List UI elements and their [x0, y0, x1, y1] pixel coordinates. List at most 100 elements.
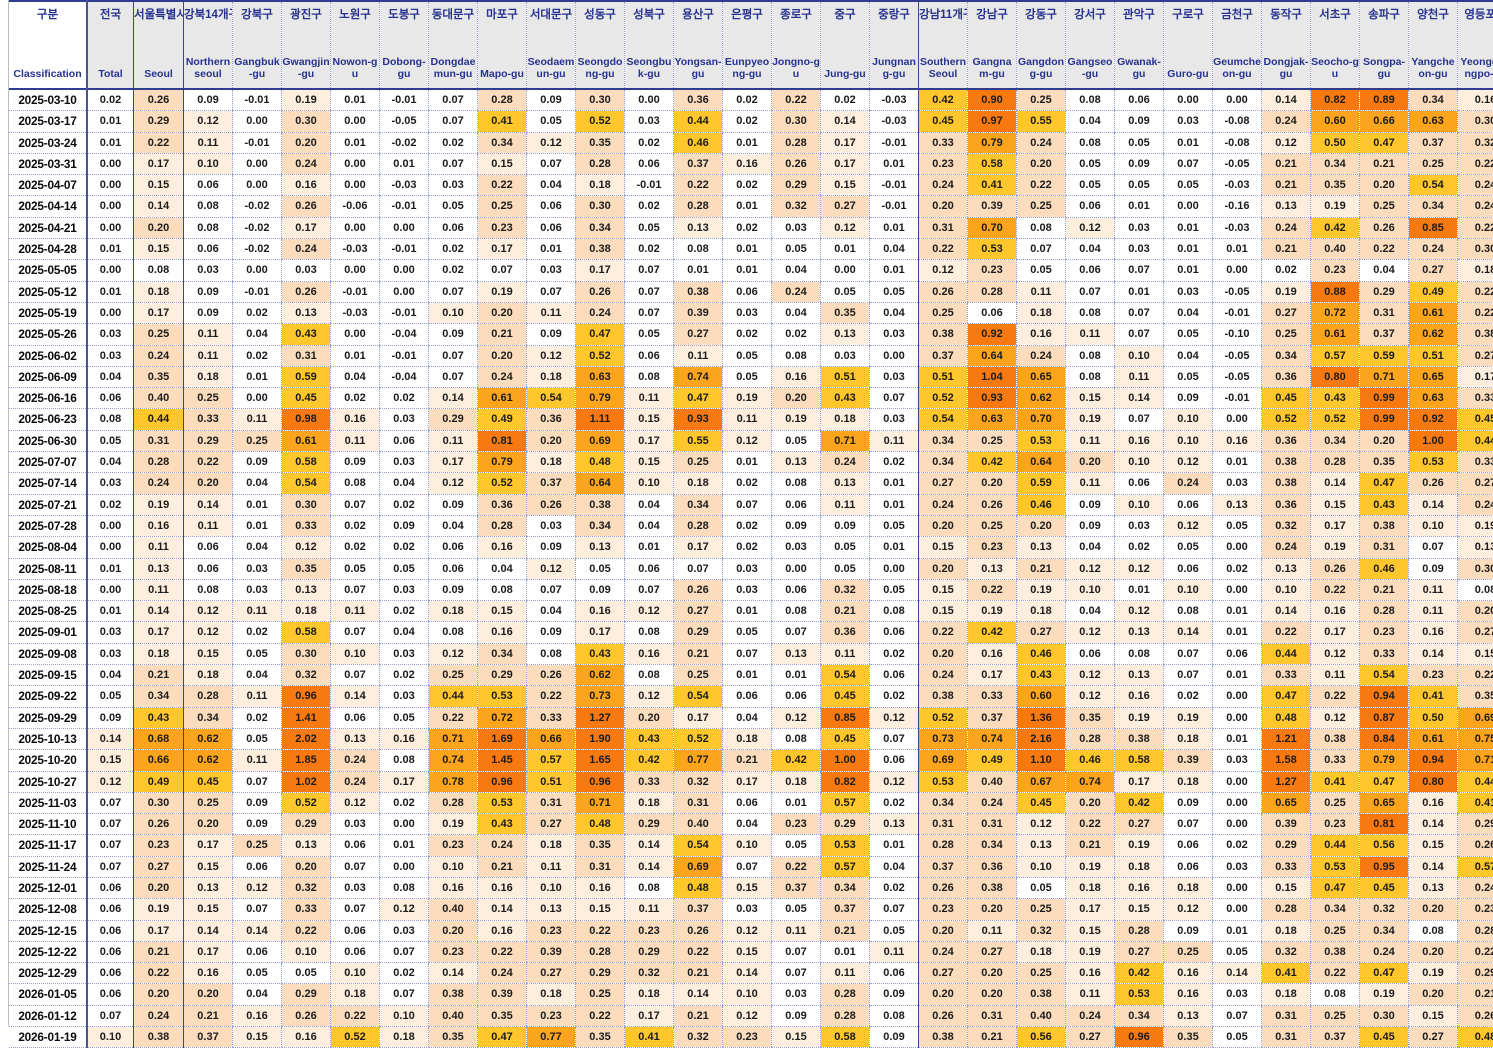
value-cell[interactable]: 0.38: [576, 239, 625, 260]
value-cell[interactable]: 0.17: [478, 239, 527, 260]
value-cell[interactable]: 0.06: [184, 558, 233, 579]
value-cell[interactable]: 0.37: [772, 877, 821, 898]
value-cell[interactable]: 0.28: [576, 153, 625, 174]
value-cell[interactable]: 0.34: [821, 877, 870, 898]
value-cell[interactable]: 0.20: [1066, 792, 1115, 813]
value-cell[interactable]: 0.10: [1164, 579, 1213, 600]
value-cell[interactable]: 0.16: [576, 601, 625, 622]
value-cell[interactable]: 0.15: [184, 856, 233, 877]
value-cell[interactable]: 0.09: [331, 452, 380, 473]
value-cell[interactable]: 0.78: [429, 771, 478, 792]
value-cell[interactable]: 0.24: [134, 473, 184, 494]
value-cell[interactable]: 0.07: [331, 494, 380, 515]
value-cell[interactable]: 0.54: [1360, 665, 1409, 686]
value-cell[interactable]: 0.24: [1262, 111, 1311, 132]
date-cell[interactable]: 2025-05-26: [9, 324, 87, 345]
value-cell[interactable]: 0.16: [1213, 430, 1262, 451]
value-cell[interactable]: 0.38: [919, 1027, 968, 1048]
value-cell[interactable]: 0.27: [1409, 260, 1458, 281]
date-cell[interactable]: 2025-10-13: [9, 728, 87, 749]
value-cell[interactable]: 0.08: [1066, 132, 1115, 153]
value-cell[interactable]: 0.26: [772, 153, 821, 174]
value-cell[interactable]: -0.01: [233, 281, 282, 302]
value-cell[interactable]: 0.47: [1360, 132, 1409, 153]
value-cell[interactable]: 0.53: [1409, 452, 1458, 473]
value-cell[interactable]: 0.94: [1409, 750, 1458, 771]
value-cell[interactable]: 0.06: [870, 750, 919, 771]
value-cell[interactable]: 0.00: [821, 260, 870, 281]
value-cell[interactable]: 0.28: [184, 686, 233, 707]
value-cell[interactable]: 0.17: [1311, 622, 1360, 643]
value-cell[interactable]: 0.26: [1458, 1005, 1493, 1026]
value-cell[interactable]: 0.03: [723, 558, 772, 579]
value-cell[interactable]: 0.40: [968, 771, 1017, 792]
value-cell[interactable]: 0.37: [1311, 1027, 1360, 1048]
value-cell[interactable]: 0.23: [919, 899, 968, 920]
value-cell[interactable]: 0.22: [134, 963, 184, 984]
value-cell[interactable]: 0.11: [1066, 430, 1115, 451]
value-cell[interactable]: 0.07: [1213, 1005, 1262, 1026]
value-cell[interactable]: 0.04: [478, 558, 527, 579]
value-cell[interactable]: 0.07: [87, 814, 134, 835]
value-cell[interactable]: 0.20: [478, 345, 527, 366]
value-cell[interactable]: 0.32: [282, 665, 331, 686]
value-cell[interactable]: 0.04: [233, 984, 282, 1005]
value-cell[interactable]: 0.19: [1262, 281, 1311, 302]
value-cell[interactable]: 0.42: [772, 750, 821, 771]
value-cell[interactable]: 0.08: [772, 473, 821, 494]
value-cell[interactable]: 0.20: [134, 217, 184, 238]
value-cell[interactable]: 0.93: [968, 388, 1017, 409]
value-cell[interactable]: 0.33: [282, 899, 331, 920]
value-cell[interactable]: 0.19: [1311, 537, 1360, 558]
value-cell[interactable]: 0.06: [184, 239, 233, 260]
value-cell[interactable]: 0.07: [772, 622, 821, 643]
value-cell[interactable]: 0.06: [87, 963, 134, 984]
value-cell[interactable]: 0.04: [1164, 302, 1213, 323]
value-cell[interactable]: 0.12: [870, 771, 919, 792]
value-cell[interactable]: 0.24: [1458, 494, 1493, 515]
value-cell[interactable]: 0.43: [1360, 494, 1409, 515]
value-cell[interactable]: 0.22: [674, 941, 723, 962]
value-cell[interactable]: 0.48: [1262, 707, 1311, 728]
value-cell[interactable]: 0.25: [1311, 792, 1360, 813]
value-cell[interactable]: 0.27: [134, 856, 184, 877]
value-cell[interactable]: 0.12: [1066, 217, 1115, 238]
value-cell[interactable]: 0.14: [331, 686, 380, 707]
value-cell[interactable]: 0.22: [772, 89, 821, 111]
value-cell[interactable]: 0.10: [1164, 430, 1213, 451]
date-cell[interactable]: 2025-09-22: [9, 686, 87, 707]
value-cell[interactable]: 0.89: [1360, 89, 1409, 111]
value-cell[interactable]: 0.05: [1164, 366, 1213, 387]
value-cell[interactable]: 0.28: [1115, 920, 1164, 941]
date-cell[interactable]: 2025-06-30: [9, 430, 87, 451]
value-cell[interactable]: 0.06: [1066, 196, 1115, 217]
value-cell[interactable]: 0.12: [184, 111, 233, 132]
value-cell[interactable]: 0.00: [380, 217, 429, 238]
value-cell[interactable]: 0.06: [1164, 494, 1213, 515]
value-cell[interactable]: 0.21: [1017, 558, 1066, 579]
value-cell[interactable]: 0.04: [723, 707, 772, 728]
value-cell[interactable]: -0.05: [1213, 366, 1262, 387]
value-cell[interactable]: 0.08: [1017, 217, 1066, 238]
value-cell[interactable]: 0.09: [527, 89, 576, 111]
value-cell[interactable]: 0.19: [1066, 941, 1115, 962]
value-cell[interactable]: 0.24: [282, 153, 331, 174]
value-cell[interactable]: 0.06: [1115, 89, 1164, 111]
value-cell[interactable]: 0.58: [968, 153, 1017, 174]
value-cell[interactable]: 0.52: [576, 111, 625, 132]
value-cell[interactable]: 0.32: [772, 196, 821, 217]
value-cell[interactable]: 0.33: [1262, 856, 1311, 877]
value-cell[interactable]: 0.00: [380, 856, 429, 877]
value-cell[interactable]: 0.00: [87, 153, 134, 174]
value-cell[interactable]: 0.08: [625, 665, 674, 686]
value-cell[interactable]: 0.04: [87, 452, 134, 473]
value-cell[interactable]: 0.03: [282, 260, 331, 281]
value-cell[interactable]: 0.05: [1017, 260, 1066, 281]
value-cell[interactable]: 0.03: [1213, 856, 1262, 877]
value-cell[interactable]: 0.30: [282, 111, 331, 132]
value-cell[interactable]: 0.37: [821, 899, 870, 920]
